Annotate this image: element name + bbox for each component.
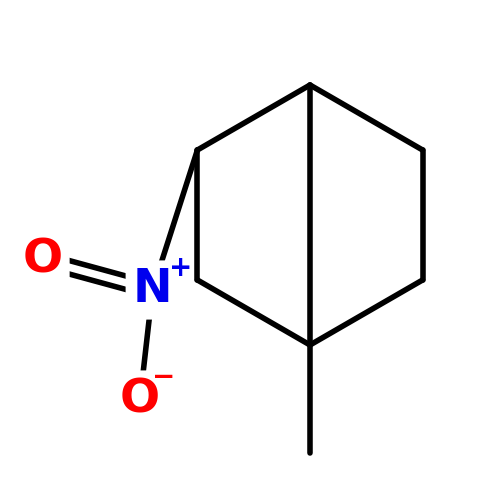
Text: −: − [152, 364, 176, 392]
Text: N: N [132, 268, 172, 312]
Text: O: O [120, 378, 160, 422]
Text: O: O [22, 238, 62, 282]
Text: +: + [170, 254, 192, 281]
